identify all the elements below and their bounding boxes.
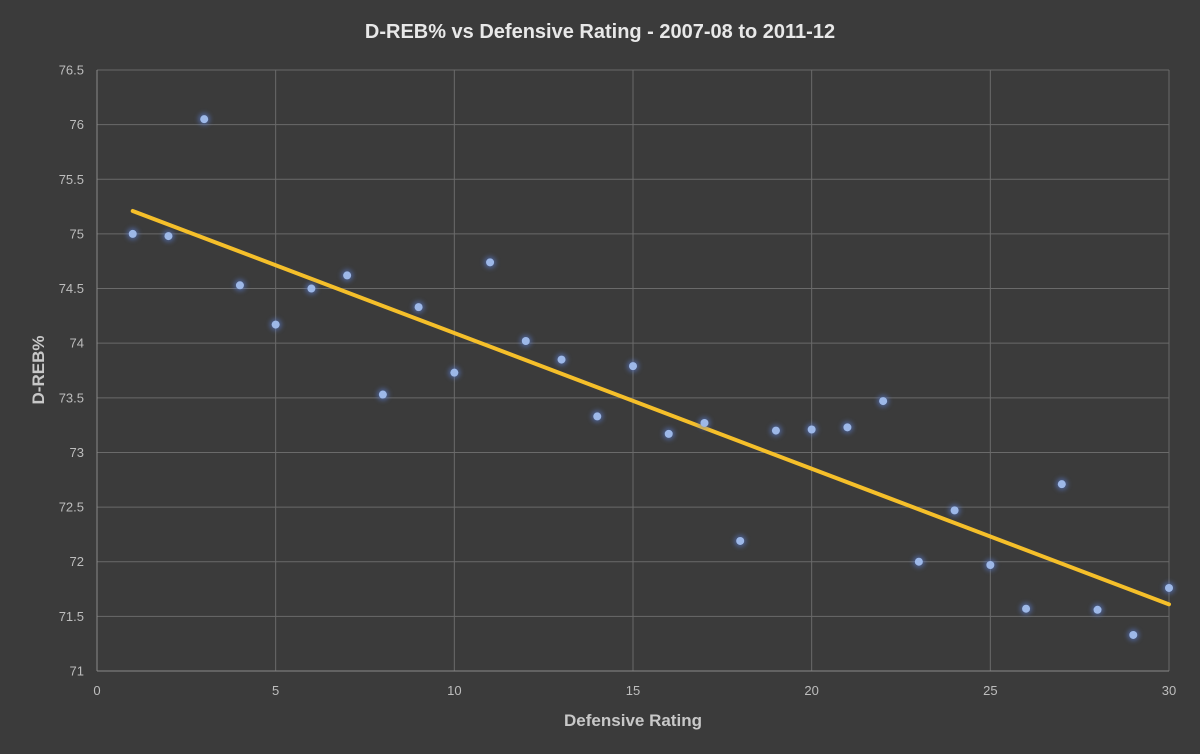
- data-point-marker: [1093, 605, 1102, 614]
- data-point-marker: [450, 368, 459, 377]
- y-tick-label: 71: [70, 664, 84, 679]
- data-point-marker: [1129, 630, 1138, 639]
- data-point-marker: [593, 412, 602, 421]
- y-tick-labels: 71 71.5 72 72.5 73 73.5 74 74.5 75 75.5 76 76.5: [59, 63, 84, 679]
- data-point-marker: [986, 561, 995, 570]
- data-point-marker: [235, 281, 244, 290]
- data-point: [126, 227, 139, 240]
- y-tick-label: 75: [70, 226, 84, 241]
- trendline-group: [130, 208, 1171, 607]
- chart-title: D-REB% vs Defensive Rating - 2007-08 to …: [365, 21, 835, 43]
- data-point-marker: [414, 303, 423, 312]
- data-point-marker: [1022, 604, 1031, 613]
- y-tick-label: 76: [70, 117, 84, 132]
- data-point: [198, 113, 211, 126]
- y-tick-label: 74: [70, 336, 84, 351]
- data-points: [126, 113, 1175, 641]
- data-point: [1055, 478, 1068, 491]
- axes: [96, 70, 1169, 672]
- data-point: [305, 282, 318, 295]
- data-point: [412, 301, 425, 314]
- data-point-marker: [700, 418, 709, 427]
- data-point: [484, 256, 497, 269]
- y-tick-label: 71.5: [59, 609, 84, 624]
- x-tick-label: 30: [1162, 683, 1176, 698]
- data-point: [1091, 603, 1104, 616]
- data-point-marker: [914, 557, 923, 566]
- data-point: [1163, 581, 1175, 594]
- data-point-marker: [378, 390, 387, 399]
- data-point: [233, 279, 246, 292]
- y-axis-title: D-REB%: [29, 336, 48, 405]
- x-tick-label: 20: [804, 683, 818, 698]
- data-point: [591, 410, 604, 423]
- data-point-marker: [664, 429, 673, 438]
- data-point: [162, 230, 175, 243]
- data-point-marker: [879, 397, 888, 406]
- data-point-marker: [807, 425, 816, 434]
- y-tick-label: 76.5: [59, 63, 84, 78]
- y-tick-label: 72.5: [59, 500, 84, 515]
- x-tick-label: 25: [983, 683, 997, 698]
- data-point: [1020, 602, 1033, 615]
- x-tick-label: 15: [626, 683, 640, 698]
- data-point-marker: [307, 284, 316, 293]
- data-point: [805, 423, 818, 436]
- data-point-marker: [521, 336, 530, 345]
- y-tick-label: 75.5: [59, 172, 84, 187]
- data-point: [841, 421, 854, 434]
- data-point: [698, 416, 711, 429]
- data-point-marker: [557, 355, 566, 364]
- data-point-marker: [1057, 480, 1066, 489]
- data-point-marker: [200, 115, 209, 124]
- y-tick-label: 72: [70, 554, 84, 569]
- data-point: [912, 555, 925, 568]
- data-point-marker: [486, 258, 495, 267]
- y-tick-label: 73: [70, 445, 84, 460]
- data-point: [734, 534, 747, 547]
- data-point-marker: [343, 271, 352, 280]
- data-point: [984, 559, 997, 572]
- data-point: [1127, 628, 1140, 641]
- data-point-marker: [128, 229, 137, 238]
- data-point: [948, 504, 961, 517]
- data-point: [519, 334, 532, 347]
- y-tick-label: 74.5: [59, 281, 84, 296]
- data-point: [769, 424, 782, 437]
- data-point: [555, 353, 568, 366]
- data-point-marker: [271, 320, 280, 329]
- data-point: [662, 427, 675, 440]
- data-point: [448, 366, 461, 379]
- data-point: [269, 318, 282, 331]
- trendline: [130, 208, 1171, 607]
- x-tick-label: 0: [93, 683, 100, 698]
- data-point-marker: [1165, 583, 1173, 592]
- y-tick-label: 73.5: [59, 390, 84, 405]
- data-point: [877, 395, 890, 408]
- data-point-marker: [843, 423, 852, 432]
- data-point-marker: [950, 506, 959, 515]
- x-tick-labels: 0 5 10 15 20 25 30: [93, 683, 1176, 698]
- data-point: [376, 388, 389, 401]
- data-point-marker: [771, 426, 780, 435]
- data-point: [341, 269, 354, 282]
- data-point: [627, 360, 639, 373]
- data-point-marker: [629, 362, 637, 371]
- x-axis-title: Defensive Rating: [564, 711, 702, 730]
- data-point-marker: [164, 232, 173, 241]
- data-point-marker: [736, 536, 745, 545]
- x-tick-label: 5: [272, 683, 279, 698]
- x-tick-label: 10: [447, 683, 461, 698]
